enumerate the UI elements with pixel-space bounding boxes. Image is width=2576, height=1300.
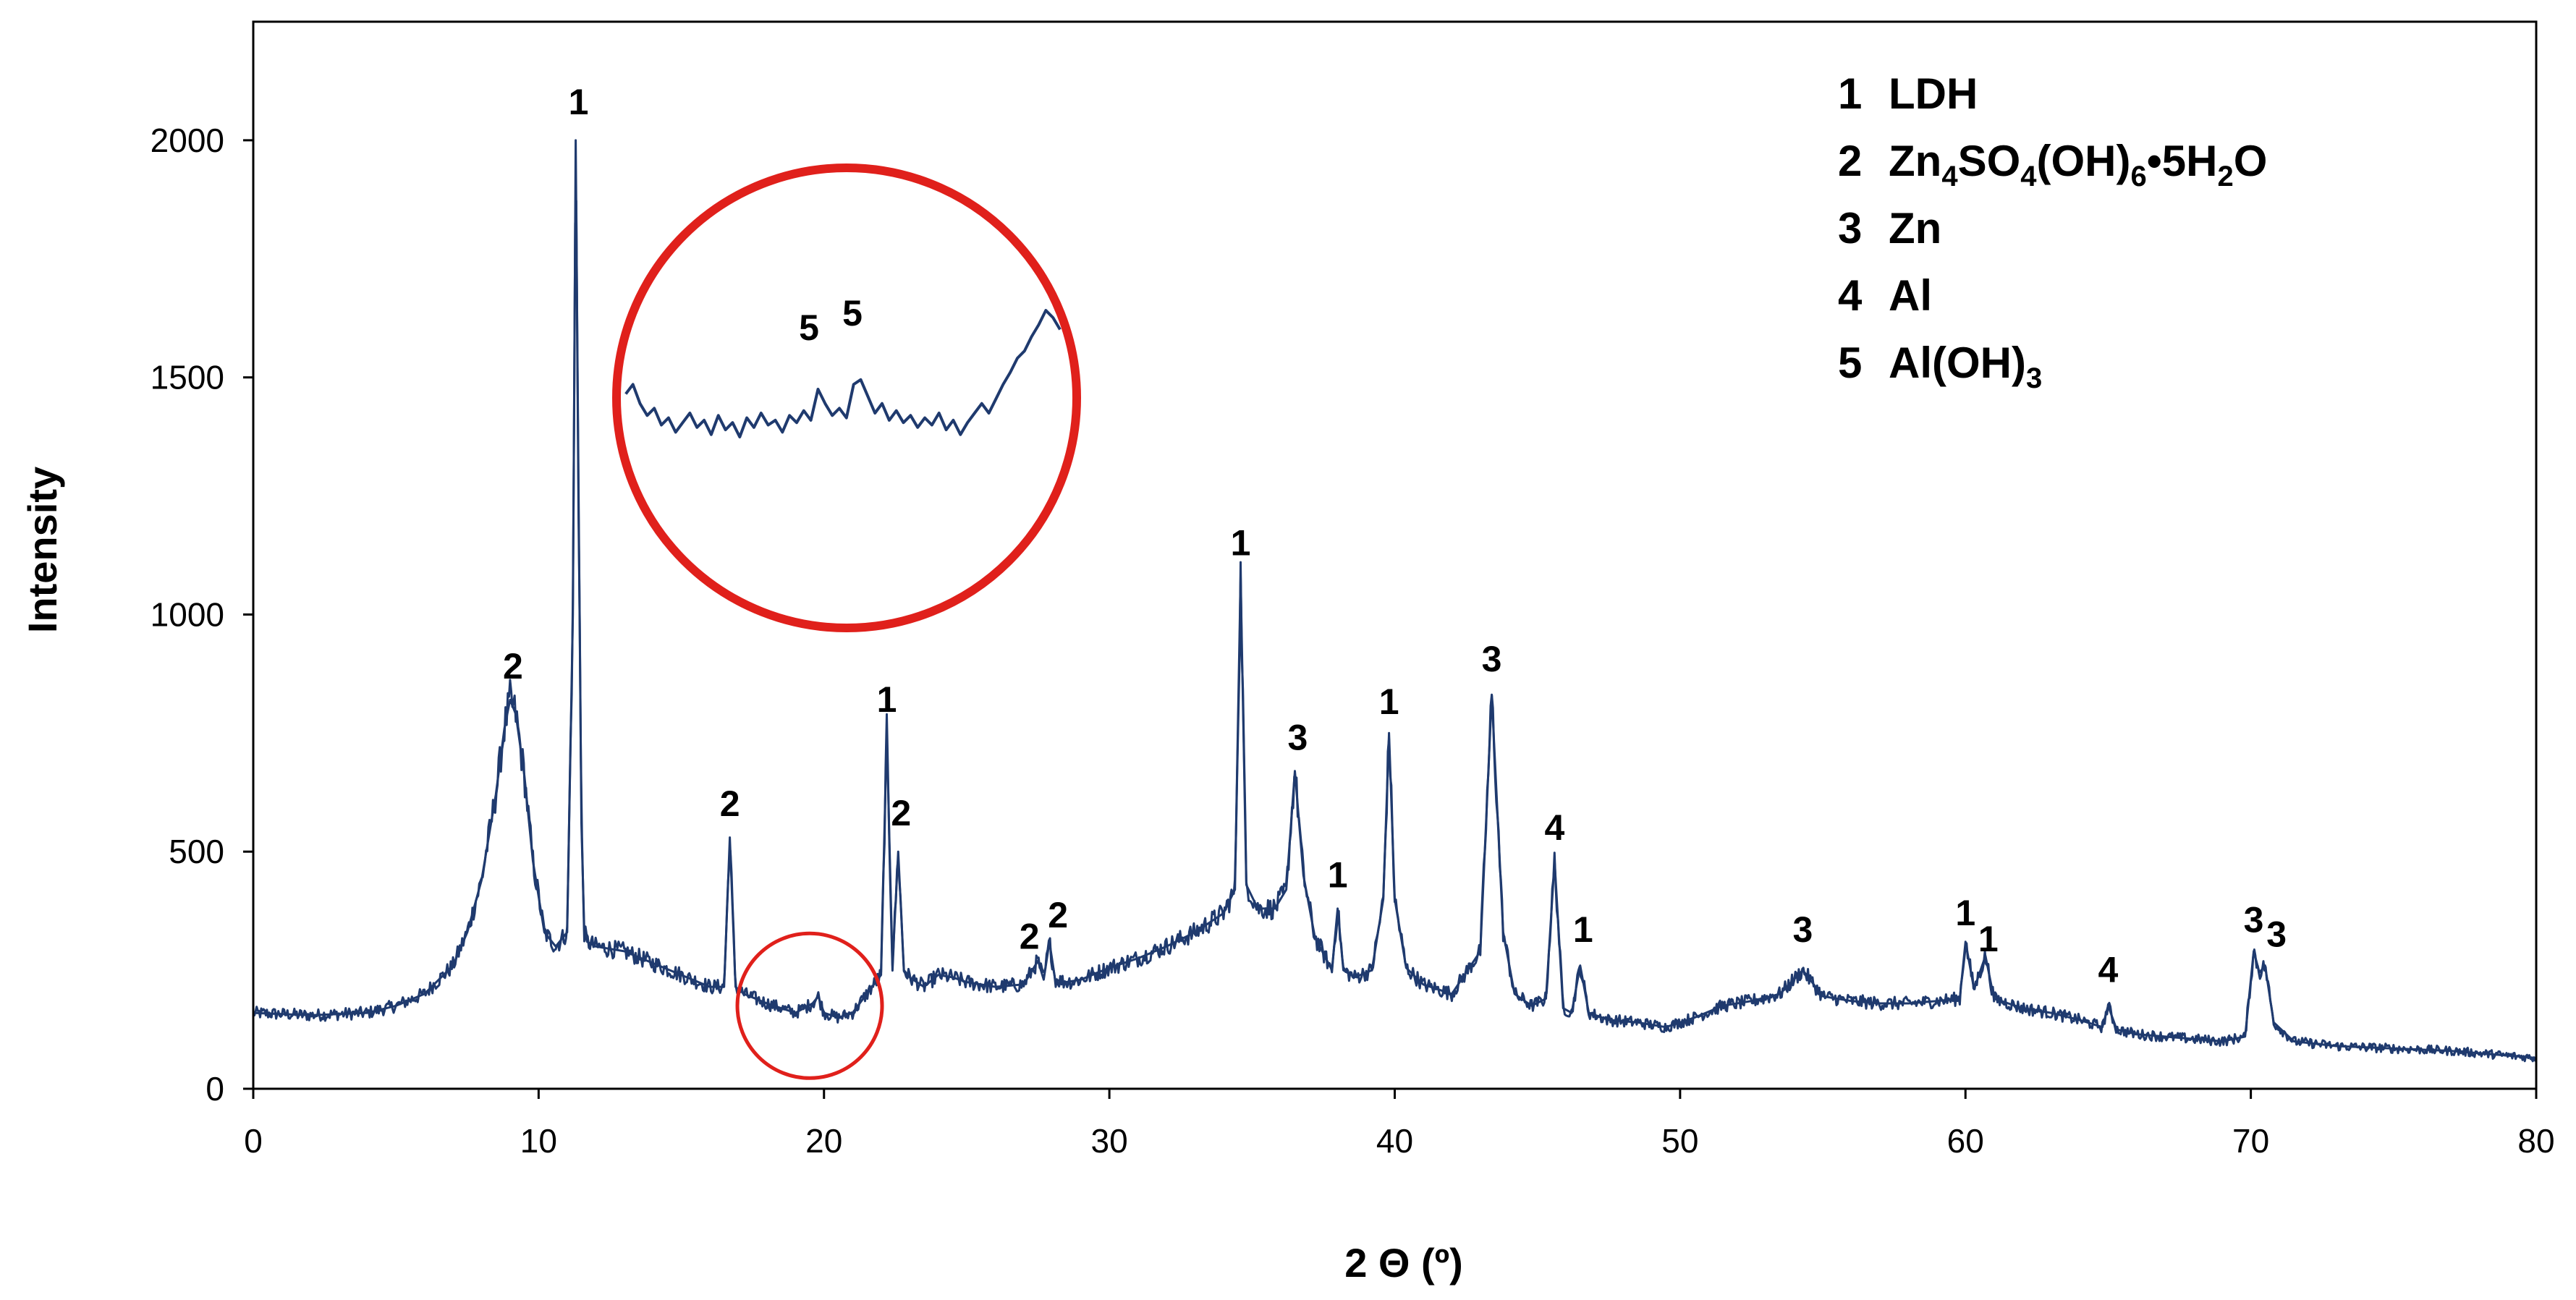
legend: 1 LDH 2 Zn4SO4(OH)6•5H2O 3 Zn 4 Al 5 Al(OH)3 [1838,69,2267,394]
peak-label: 3 [1482,639,1502,679]
x-axis-title: 2 Θ (º) [1344,1240,1463,1286]
legend-number: 3 [1838,204,1862,252]
peak-label: 1 [1955,893,1975,933]
legend-number: 4 [1838,271,1863,320]
x-tick-label: 80 [2517,1122,2554,1160]
inset-trace [624,309,1062,438]
peak-label: 4 [1544,807,1564,848]
y-tick-label: 0 [206,1070,224,1108]
legend-label: Al [1889,271,1932,320]
y-tick-label: 500 [169,833,224,870]
peak-label: 4 [2098,950,2119,990]
peak-label: 1 [1379,681,1399,722]
x-tick-label: 20 [805,1122,842,1160]
x-tick-label: 40 [1376,1122,1413,1160]
legend-number: 2 [1838,137,1862,185]
peak-label: 1 [1978,919,1999,959]
peak-label: 3 [1793,909,1813,950]
legend-number: 5 [1838,339,1862,387]
xrd-trace-peaks [253,139,2537,1059]
peak-label: 1 [1328,854,1348,895]
peak-label: 3 [1288,717,1308,757]
x-tick-label: 30 [1091,1122,1128,1160]
legend-number: 1 [1838,69,1862,118]
x-tick-label: 50 [1661,1122,1698,1160]
peak-label: 2 [1020,917,1040,957]
inset-magnifier-circle [612,163,1081,632]
axes-layer: 0 10 20 30 40 50 60 70 80 0 500 1000 1500 2000 [151,20,2555,1160]
inset-peak-label-right: 5 [842,293,863,334]
peak-label: 2 [891,793,911,833]
inset-peak-label-left: 5 [799,307,819,348]
peak-label: 1 [569,82,589,122]
xrd-trace [252,200,2538,1063]
x-tick-label: 70 [2232,1122,2269,1160]
legend-label: Zn4SO4(OH)6•5H2O [1889,137,2267,192]
peak-label: 3 [2266,914,2287,954]
y-tick-label: 2000 [151,122,224,159]
y-tick-label: 1500 [151,359,224,396]
legend-label: Zn [1889,204,1941,252]
x-tick-label: 60 [1947,1122,1984,1160]
peak-label: 3 [2244,900,2264,940]
peak-label: 1 [1573,909,1593,950]
legend-label: Al(OH)3 [1889,339,2042,394]
peak-label: 2 [503,646,523,687]
y-tick-label: 1000 [151,595,224,633]
y-axis-title: Intensity [20,467,65,633]
peak-label: 2 [1048,895,1068,935]
trace-layer [252,139,2538,1063]
peak-label: 1 [1231,523,1251,564]
highlight-small-circle [735,931,884,1080]
peak-label: 2 [720,783,740,824]
x-tick-label: 0 [244,1122,263,1160]
peak-label: 1 [877,679,897,720]
legend-label: LDH [1889,69,1978,118]
x-tick-label: 10 [520,1122,557,1160]
